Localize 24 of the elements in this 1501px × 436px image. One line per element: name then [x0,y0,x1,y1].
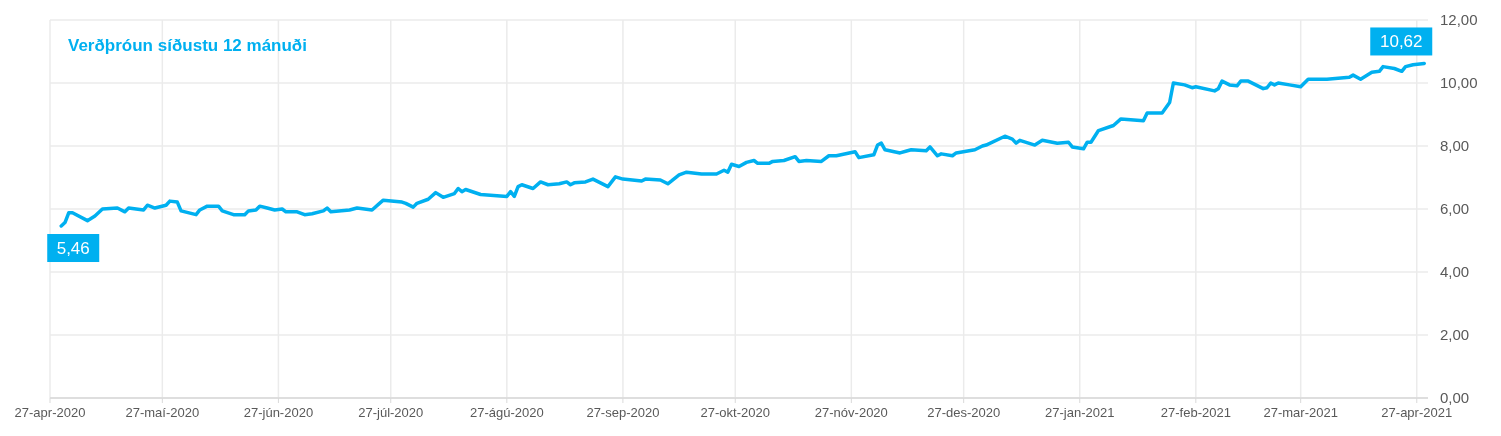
y-tick-label: 12,00 [1440,11,1478,28]
x-tick-label: 27-apr-2020 [14,405,86,420]
x-tick-label: 27-júl-2020 [358,405,424,420]
y-tick-label: 10,00 [1440,74,1478,91]
line-series [59,61,1427,228]
x-tick-label: 27-des-2020 [927,405,1001,420]
x-tick-label: 27-maí-2020 [125,405,200,420]
x-tick-label: 27-jan-2021 [1045,405,1115,420]
x-tick-label: 27-okt-2020 [700,405,770,420]
x-tick-label: 27-apr-2021 [1381,405,1453,420]
x-tick-label: 27-ágú-2020 [469,405,544,420]
y-tick-label: 0,00 [1440,389,1470,406]
y-tick-label: 6,00 [1440,200,1470,217]
y-tick-label: 2,00 [1440,326,1470,343]
x-tick-label: 27-sep-2020 [586,405,660,420]
x-tick-label: 27-mar-2021 [1263,405,1338,420]
x-tick-label: 27-jún-2020 [243,405,314,420]
annotation: 5,46 [56,239,90,259]
x-tick-label: 27-nóv-2020 [814,405,888,420]
x-tick-label: 27-feb-2021 [1160,405,1231,420]
y-tick-label: 8,00 [1440,137,1470,154]
annotation: 10,62 [1379,32,1423,52]
y-tick-label: 4,00 [1440,263,1470,280]
text: Verðþróun síðustu 12 mánuði [68,36,307,55]
